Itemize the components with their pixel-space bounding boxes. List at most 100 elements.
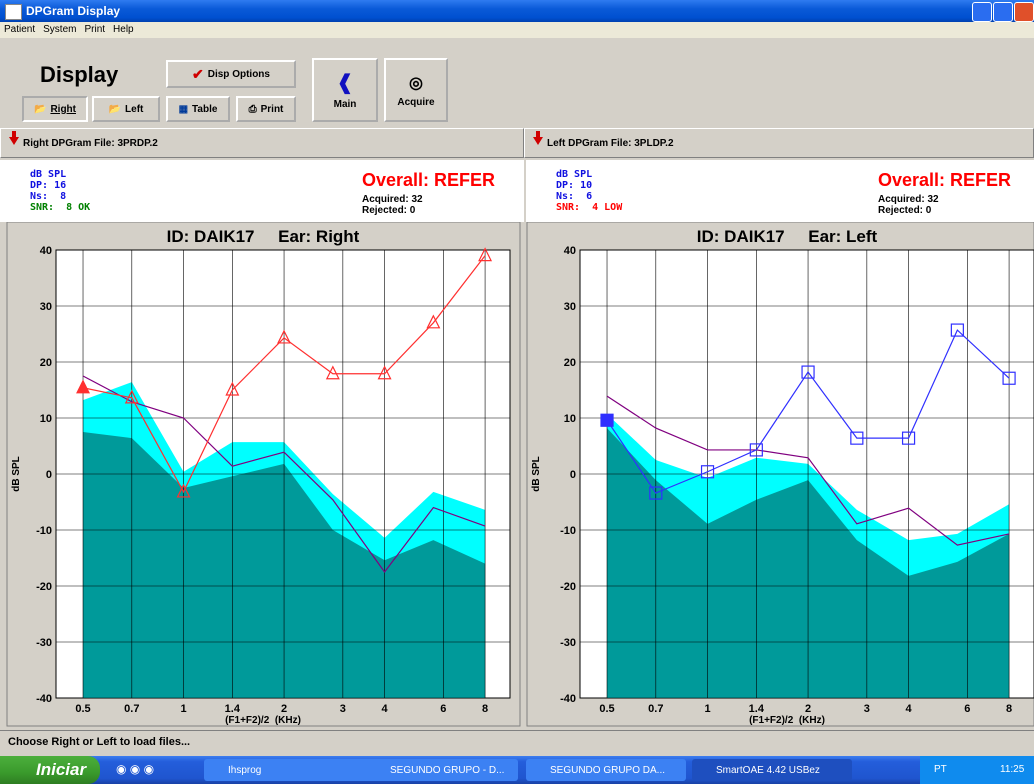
rejected: Rejected: 0 [878,205,932,216]
arrow-icon [9,131,19,145]
task-label: SEGUNDO GRUPO DA... [550,764,666,776]
stats-panel: dB SPL DP: 10 Ns: 6 SNR: 4 LOW Overall: … [526,160,1034,222]
y-tick-label: -20 [560,581,576,593]
marker [176,483,191,498]
line [82,255,486,494]
title-bar: DPGram Display [0,0,1034,22]
x-axis-label: (F1+F2)/2 (KHz) [749,715,825,726]
main-button[interactable]: ❰ Main [312,58,378,122]
y-tick-label: 20 [40,357,52,369]
task-button[interactable]: SEGUNDO GRUPO - D... [366,759,518,781]
options-button[interactable]: ✔ Disp Options [166,60,296,88]
y-tick-label: 30 [40,301,52,313]
start-button[interactable]: Iniciar [0,756,100,784]
x-tick-label: 8 [1006,703,1012,715]
menu-item[interactable]: Print [84,24,106,35]
marker [325,365,340,380]
stats-panel: dB SPL DP: 16 Ns: 8 SNR: 8 OK Overall: R… [0,160,524,222]
table-button[interactable]: ▦ Table [166,96,230,122]
y-tick-label: 0 [46,469,52,481]
y-tick-label: 30 [564,301,576,313]
y-tick-label: -40 [560,693,576,705]
right-button[interactable]: 📂 Right [22,96,88,122]
marker [124,389,139,404]
task-button[interactable]: SmartOAE 4.42 USBez [692,759,852,781]
marker [600,413,614,427]
stat: Ns: 8 [30,191,67,202]
window-title: DPGram Display [26,4,121,18]
marker [649,486,663,500]
y-axis-label: dB SPL [11,456,22,492]
file-header: Left DPGram File: 3PLDP.2 [524,128,1034,158]
toolbar: Display ✔ Disp Options 📂 Right 📂 Left ▦ Tabl… [0,38,1034,129]
x-tick-label: 0.7 [648,703,663,715]
stat: SNR: 8 OK [30,202,91,213]
y-tick-label: 10 [564,413,576,425]
print-button[interactable]: ⎙ Print [236,96,296,122]
y-tick-label: 40 [40,245,52,257]
x-tick-label: 6 [440,703,446,715]
button-label: Right [50,103,76,115]
arrow-icon [533,131,543,145]
acquire-button[interactable]: ◎ Acquire [384,58,448,122]
language[interactable]: PT [934,764,947,775]
close-button[interactable] [1014,2,1034,22]
start-label: Iniciar [36,760,87,779]
x-axis-label: (F1+F2)/2 (KHz) [225,715,301,726]
task-label: SEGUNDO GRUPO - D... [390,764,505,776]
y-tick-label: 10 [40,413,52,425]
y-tick-label: -10 [560,525,576,537]
menu-item[interactable]: System [43,24,77,35]
x-tick-label: 1 [180,703,186,715]
x-tick-label: 0.5 [75,703,90,715]
task-button[interactable]: Ihsprog [204,759,374,781]
y-tick-label: 20 [564,357,576,369]
button-label: Acquire [397,96,435,108]
stat: DP: 16 [30,180,67,191]
menu-bar: Patient System Print Help [0,22,1034,38]
marker [950,323,964,337]
charts: ID: DAIK17 Ear: Right-40-30-20-100102030… [6,222,1034,727]
x-tick-label: 1.4 [225,703,241,715]
marker [76,379,90,394]
menu-item[interactable]: Help [113,24,134,35]
menu-item[interactable]: Patient [4,24,36,35]
task-label: Ihsprog [228,764,262,776]
minimize-button[interactable] [972,2,992,22]
x-tick-label: 3 [340,703,346,715]
x-tick-label: 8 [482,703,488,715]
stat: dB SPL [30,169,67,180]
marker [478,247,493,262]
file-label: Left DPGram File: 3PLDP.2 [547,137,674,149]
y-tick-label: -40 [36,693,52,705]
marker [225,381,240,396]
x-tick-label: 4 [382,703,389,715]
task-button[interactable]: SEGUNDO GRUPO DA... [526,759,686,781]
quick-launch[interactable]: ◉ ◉ ◉ [116,762,155,776]
stat: DP: 10 [556,180,593,191]
chart-title: ID: DAIK17 Ear: Right [167,227,360,246]
file-label: Right DPGram File: 3PRDP.2 [23,137,158,149]
x-tick-label: 0.7 [124,703,139,715]
y-tick-label: -10 [36,525,52,537]
status-text: Choose Right or Left to load files... [8,736,191,748]
app-icon [5,4,22,20]
button-label: Disp Options [207,68,270,80]
y-tick-label: -30 [560,637,576,649]
y-tick-label: 0 [570,469,576,481]
overall-result: Overall: REFER [878,170,1012,190]
clock: 11:25 [1000,764,1025,775]
file-header: Right DPGram File: 3PRDP.2 [0,128,524,158]
acquired: Acquired: 32 [362,194,423,205]
marker [749,443,763,457]
y-axis-label: dB SPL [531,456,542,492]
x-tick-label: 3 [864,703,870,715]
marker [1002,371,1016,385]
y-tick-label: -30 [36,637,52,649]
x-tick-label: 4 [906,703,913,715]
marker [426,314,441,329]
chart: ID: DAIK17 Ear: Right-40-30-20-100102030… [6,222,521,727]
left-button[interactable]: 📂 Left [92,96,160,122]
maximize-button[interactable] [993,2,1013,22]
